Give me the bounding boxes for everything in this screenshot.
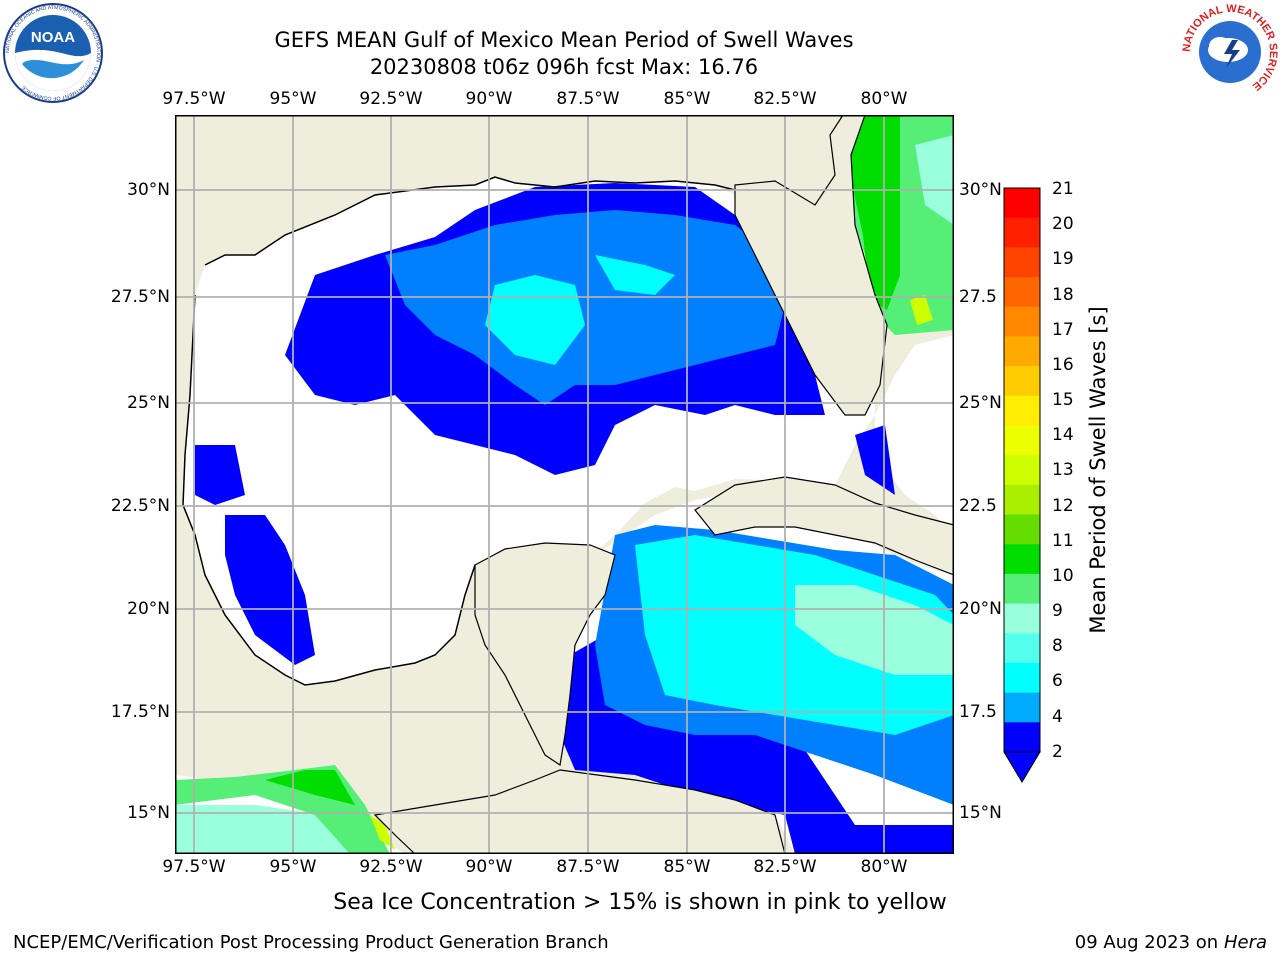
colorbar-segment <box>1004 514 1040 545</box>
colorbar-segment <box>1004 722 1040 753</box>
colorbar <box>1003 187 1041 783</box>
lon-label-top: 95°W <box>269 89 317 109</box>
noaa-logo-text: NOAA <box>31 29 75 46</box>
colorbar-tick: 2 <box>1052 742 1063 762</box>
colorbar-tick: 8 <box>1052 636 1063 656</box>
date-stamp: 09 Aug 2023 on Hera <box>1075 932 1267 953</box>
colorbar-segment <box>1004 366 1040 397</box>
swell-cyan-band <box>485 255 954 735</box>
colorbar-segment <box>1004 662 1040 694</box>
machine-name: Hera <box>1223 932 1267 953</box>
credit-text: NCEP/EMC/Verification Post Processing Pr… <box>13 932 609 953</box>
colorbar-extend-arrow <box>1003 751 1041 783</box>
colorbar-tick: 9 <box>1052 601 1063 621</box>
lon-label-bottom: 80°W <box>860 857 908 877</box>
lon-label-top: 85°W <box>663 89 711 109</box>
lon-label-top: 92.5°W <box>359 89 423 109</box>
colorbar-tick: 20 <box>1052 214 1074 234</box>
lat-label-left: 20°N <box>127 599 170 619</box>
atlantic-water <box>875 335 954 535</box>
colorbar-segments <box>1004 188 1040 753</box>
colorbar-tick: 10 <box>1052 566 1074 586</box>
lat-label-left: 15°N <box>127 803 170 823</box>
cuba-land <box>694 476 954 576</box>
lat-label-right: 17.5 <box>959 702 997 722</box>
lat-label-right: 30°N <box>959 180 1002 200</box>
lon-label-bottom: 87.5°W <box>556 857 620 877</box>
colorbar-segment <box>1004 484 1040 516</box>
yucatan-land <box>474 542 616 767</box>
gulf-of-mexico-map <box>175 115 954 854</box>
colorbar-segment <box>1004 692 1040 723</box>
colorbar-frame <box>1003 187 1041 753</box>
lat-label-right: 25°N <box>959 393 1002 413</box>
colorbar-segment <box>1004 425 1040 456</box>
colorbar-segment <box>1004 247 1040 278</box>
lat-label-right: 22.5 <box>959 496 997 516</box>
lat-label-left: 17.5°N <box>110 702 170 722</box>
colorbar-segment <box>1004 603 1040 634</box>
lon-label-top: 80°W <box>860 89 908 109</box>
map-frame <box>175 115 954 854</box>
lon-label-top: 90°W <box>465 89 513 109</box>
colorbar-segment <box>1004 336 1040 367</box>
lon-label-bottom: 90°W <box>465 857 513 877</box>
colorbar-segment <box>1004 395 1040 426</box>
lon-label-top: 82.5°W <box>753 89 817 109</box>
central-america-land <box>373 769 786 854</box>
lon-label-top: 87.5°W <box>556 89 620 109</box>
lon-label-bottom: 85°W <box>663 857 711 877</box>
lon-label-bottom: 82.5°W <box>753 857 817 877</box>
colorbar-segment <box>1004 188 1040 219</box>
lon-label-bottom: 95°W <box>269 857 317 877</box>
swell-green-band <box>175 115 954 854</box>
map-title: GEFS MEAN Gulf of Mexico Mean Period of … <box>274 28 854 52</box>
gulf-coastline <box>182 176 736 686</box>
colorbar-tick: 4 <box>1052 707 1063 727</box>
date-text: 09 Aug 2023 on <box>1074 932 1219 953</box>
colorbar-tick: 16 <box>1052 355 1074 375</box>
lat-label-left: 27.5°N <box>110 287 170 307</box>
map-gridlines <box>175 115 954 854</box>
lon-label-top: 97.5°W <box>162 89 226 109</box>
colorbar-tick: 17 <box>1052 320 1074 340</box>
swell-light-cyan-band <box>175 585 954 854</box>
colorbar-segment <box>1004 306 1040 337</box>
colorbar-segment <box>1004 455 1040 486</box>
lat-label-right: 20°N <box>959 599 1002 619</box>
colorbar-segment <box>1004 573 1040 605</box>
colorbar-tick: 12 <box>1052 496 1074 516</box>
colorbar-tick: 18 <box>1052 285 1074 305</box>
colorbar-tick: 15 <box>1052 390 1074 410</box>
lat-label-right: 27.5 <box>959 287 997 307</box>
sea-ice-caption: Sea Ice Concentration > 15% is shown in … <box>333 890 947 915</box>
noaa-logo: NOAA NATIONAL OCEANIC AND ATMOSPHERIC AD… <box>3 3 103 103</box>
colorbar-segment <box>1004 277 1040 308</box>
colorbar-segment <box>1004 217 1040 248</box>
lon-label-bottom: 97.5°W <box>162 857 226 877</box>
colorbar-label: Mean Period of Swell Waves [s] <box>1086 306 1110 634</box>
colorbar-tick: 19 <box>1052 249 1074 269</box>
colorbar-tick: 11 <box>1052 531 1074 551</box>
colorbar-segment <box>1004 544 1040 575</box>
lon-label-bottom: 92.5°W <box>359 857 423 877</box>
colorbar-tick: 21 <box>1052 179 1074 199</box>
colorbar-tick: 14 <box>1052 425 1074 445</box>
colorbar-segment <box>1004 633 1040 664</box>
lat-label-left: 22.5°N <box>110 496 170 516</box>
lat-label-left: 25°N <box>127 393 170 413</box>
nws-logo: NATIONAL WEATHER SERVICE <box>1181 3 1279 100</box>
lat-label-right: 15°N <box>959 803 1002 823</box>
map-subtitle: 20230808 t06z 096h fcst Max: 16.76 <box>369 55 759 79</box>
lat-label-left: 30°N <box>127 180 170 200</box>
colorbar-tick: 6 <box>1052 671 1063 691</box>
colorbar-tick: 13 <box>1052 460 1074 480</box>
